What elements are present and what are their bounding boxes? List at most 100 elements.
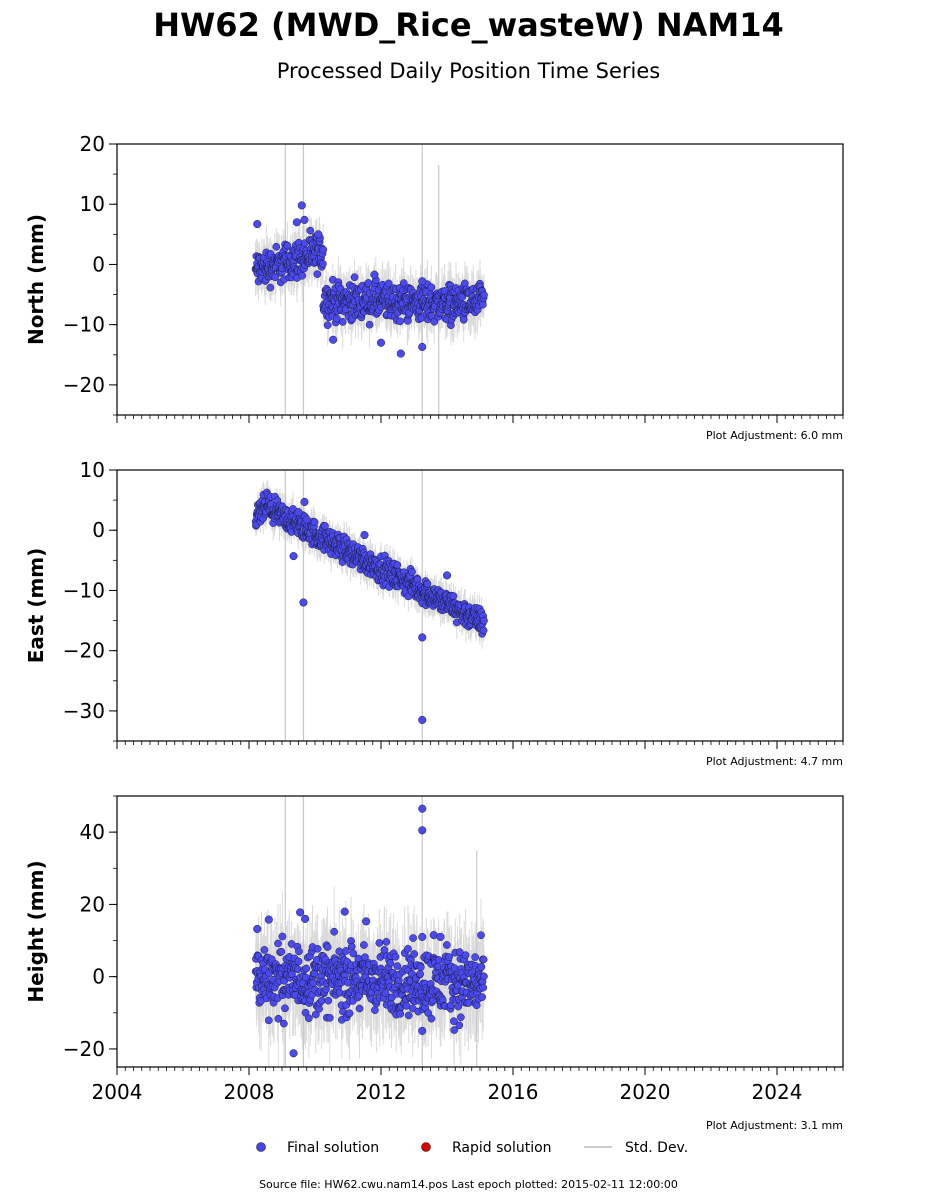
- data-point: [274, 1014, 283, 1023]
- outlier-point: [289, 552, 298, 561]
- y-tick-label: −10: [63, 313, 105, 337]
- data-point: [365, 320, 374, 329]
- data-point: [479, 626, 488, 635]
- data-point: [409, 934, 417, 942]
- data-point: [264, 1016, 273, 1025]
- outlier-point: [299, 598, 308, 607]
- panel-3: 2004 2008 2012 2016 2020 2024 −20 0 20 40 Height (…: [24, 795, 844, 1132]
- outlier-point: [301, 914, 310, 923]
- outlier-point: [418, 1026, 427, 1035]
- panel-1: −20 −10 0 10 20 North (mm) Plot Adjustment: 6.…: [24, 132, 844, 442]
- data-point: [384, 279, 393, 288]
- data-point: [272, 242, 281, 251]
- data-point: [310, 518, 319, 526]
- data-point: [477, 962, 486, 971]
- outlier-point: [418, 932, 427, 941]
- data-point: [355, 1004, 364, 1013]
- data-point: [311, 1010, 320, 1019]
- data-point: [399, 279, 408, 287]
- x-tick-label: 2020: [620, 1080, 671, 1104]
- plot-adjustment-note: Plot Adjustment: 3.1 mm: [706, 1119, 843, 1132]
- data-point: [427, 283, 436, 292]
- y-tick-label: 0: [92, 965, 105, 989]
- data-point: [449, 592, 458, 600]
- outlier-point: [418, 804, 427, 813]
- legend-final-label: Final solution: [287, 1140, 379, 1156]
- panels: −20 −10 0 10 20 North (mm) Plot Adjustment: 6.…: [24, 132, 844, 1132]
- outlier-point: [418, 342, 427, 351]
- data-point: [342, 947, 350, 955]
- y-tick-label: 10: [80, 458, 105, 482]
- outlier-point: [253, 924, 262, 934]
- outlier-point: [294, 508, 303, 517]
- data-point: [277, 947, 286, 956]
- chart-subtitle: Processed Daily Position Time Series: [277, 59, 661, 83]
- data-point: [410, 950, 419, 958]
- data-point: [313, 270, 322, 278]
- data-point: [298, 271, 307, 280]
- data-point: [480, 291, 488, 299]
- data-point: [323, 321, 332, 330]
- outlier-point: [418, 277, 427, 286]
- data-point: [393, 561, 402, 569]
- outlier-point: [292, 218, 301, 227]
- data-point: [266, 283, 275, 292]
- final-solution-points: [251, 488, 488, 724]
- data-point: [306, 226, 315, 235]
- y-axis-label: East (mm): [24, 548, 48, 664]
- outlier-point: [296, 908, 305, 917]
- legend-rapid-label: Rapid solution: [452, 1140, 552, 1156]
- outlier-point: [376, 338, 386, 347]
- outlier-point: [396, 349, 405, 358]
- data-point: [391, 952, 400, 961]
- data-point: [396, 1009, 405, 1018]
- legend-rapid-marker: [421, 1142, 431, 1152]
- data-point: [280, 1019, 288, 1028]
- data-point: [274, 939, 282, 948]
- data-point: [461, 951, 470, 960]
- outlier-point: [264, 915, 273, 924]
- panel-2: −30 −20 −10 0 10 East (mm) Plot Adjustment: 4.…: [24, 458, 844, 768]
- data-point: [330, 927, 339, 936]
- outlier-point: [360, 530, 369, 540]
- y-tick-label: 20: [80, 892, 105, 916]
- y-tick-label: −30: [63, 699, 105, 723]
- data-point: [456, 1013, 465, 1022]
- y-tick-label: 10: [80, 192, 105, 216]
- data-point: [295, 947, 303, 956]
- data-point: [404, 944, 412, 953]
- y-tick-label: −10: [63, 578, 105, 602]
- x-tick-label: 2004: [92, 1080, 143, 1104]
- x-tick-label: 2008: [224, 1080, 275, 1104]
- data-point: [294, 957, 303, 966]
- data-point: [324, 996, 333, 1005]
- data-point: [393, 962, 402, 970]
- plot-adjustment-note: Plot Adjustment: 4.7 mm: [706, 755, 843, 768]
- data-point: [278, 932, 287, 941]
- data-point: [479, 955, 488, 964]
- data-point: [319, 245, 328, 254]
- data-point: [472, 1001, 481, 1010]
- data-point: [338, 318, 347, 326]
- data-point: [371, 1006, 379, 1015]
- data-point: [321, 522, 329, 530]
- data-point: [445, 953, 453, 961]
- data-point: [478, 993, 486, 1001]
- outlier-point: [300, 215, 309, 224]
- data-point: [479, 983, 488, 992]
- legend: Final solution Rapid solution Std. Dev.: [256, 1140, 688, 1156]
- data-point: [480, 616, 488, 625]
- data-point: [480, 972, 488, 981]
- data-point: [450, 1017, 458, 1026]
- data-point: [260, 946, 269, 954]
- outlier-point: [253, 220, 262, 229]
- x-tick-label: 2012: [356, 1080, 407, 1104]
- data-point: [423, 579, 432, 588]
- outlier-point: [436, 932, 445, 941]
- data-point: [427, 1014, 436, 1023]
- y-tick-label: 20: [80, 132, 105, 156]
- y-axis-label: Height (mm): [24, 860, 48, 1002]
- x-tick-label: 2024: [752, 1080, 803, 1104]
- data-point: [319, 259, 327, 268]
- source-note: Source file: HW62.cwu.nam14.pos Last epo…: [259, 1178, 678, 1191]
